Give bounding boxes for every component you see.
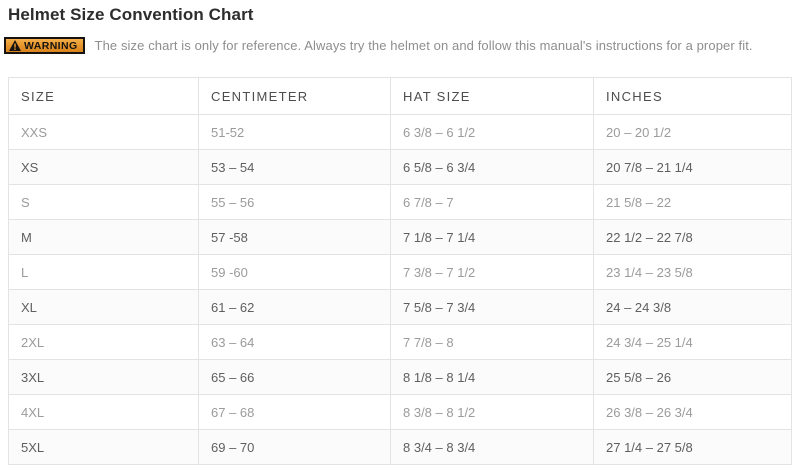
table-cell: 57 -58: [198, 219, 391, 255]
table-cell: 21 5/8 – 22: [593, 184, 792, 220]
table-cell: 65 – 66: [198, 359, 391, 395]
table-cell: 4XL: [8, 394, 199, 430]
table-cell: M: [8, 219, 199, 255]
table-cell: XS: [8, 149, 199, 185]
table-cell: 8 3/4 – 8 3/4: [390, 429, 594, 465]
table-cell: L: [8, 254, 199, 290]
page-title: Helmet Size Convention Chart: [8, 5, 254, 24]
table-cell: 25 5/8 – 26: [593, 359, 792, 395]
table-cell: 7 7/8 – 8: [390, 324, 594, 360]
warning-badge-label: WARNING: [24, 39, 78, 52]
table-cell: 6 3/8 – 6 1/2: [390, 114, 594, 150]
table-row: M 57 -58 7 1/8 – 7 1/4 22 1/2 – 22 7/8: [8, 219, 792, 255]
table-cell: 63 – 64: [198, 324, 391, 360]
table-cell: 69 – 70: [198, 429, 391, 465]
table-cell: 26 3/8 – 26 3/4: [593, 394, 792, 430]
table-cell: 24 3/4 – 25 1/4: [593, 324, 792, 360]
table-cell: 20 – 20 1/2: [593, 114, 792, 150]
table-cell: 67 – 68: [198, 394, 391, 430]
table-row: 4XL 67 – 68 8 3/8 – 8 1/2 26 3/8 – 26 3/4: [8, 394, 792, 430]
table-row: S 55 – 56 6 7/8 – 7 21 5/8 – 22: [8, 184, 792, 220]
table-row: XXS 51-52 6 3/8 – 6 1/2 20 – 20 1/2: [8, 114, 792, 150]
table-cell: 23 1/4 – 23 5/8: [593, 254, 792, 290]
table-row: 5XL 69 – 70 8 3/4 – 8 3/4 27 1/4 – 27 5/8: [8, 429, 792, 465]
table-row: XS 53 – 54 6 5/8 – 6 3/4 20 7/8 – 21 1/4: [8, 149, 792, 185]
table-cell: 27 1/4 – 27 5/8: [593, 429, 792, 465]
size-table-body: XXS 51-52 6 3/8 – 6 1/2 20 – 20 1/2 XS 53 – 5…: [8, 114, 792, 465]
table-cell: S: [8, 184, 199, 220]
warning-text: The size chart is only for reference. Al…: [94, 38, 753, 53]
table-cell: 55 – 56: [198, 184, 391, 220]
size-table-header: SIZE CENTIMETER HAT SIZE INCHES: [8, 77, 792, 115]
column-header-size: SIZE: [8, 77, 199, 115]
table-cell: 7 3/8 – 7 1/2: [390, 254, 594, 290]
table-cell: 8 3/8 – 8 1/2: [390, 394, 594, 430]
table-row: 3XL 65 – 66 8 1/8 – 8 1/4 25 5/8 – 26: [8, 359, 792, 395]
column-header-inches: INCHES: [593, 77, 792, 115]
table-cell: 2XL: [8, 324, 199, 360]
column-header-centimeter: CENTIMETER: [198, 77, 391, 115]
warning-badge: WARNING: [4, 37, 85, 54]
table-cell: 5XL: [8, 429, 199, 465]
warning-note: WARNING The size chart is only for refer…: [4, 37, 792, 54]
table-row: L 59 -60 7 3/8 – 7 1/2 23 1/4 – 23 5/8: [8, 254, 792, 290]
table-cell: 53 – 54: [198, 149, 391, 185]
table-cell: 6 7/8 – 7: [390, 184, 594, 220]
table-cell: 8 1/8 – 8 1/4: [390, 359, 594, 395]
table-cell: 24 – 24 3/8: [593, 289, 792, 325]
table-cell: XXS: [8, 114, 199, 150]
table-cell: 3XL: [8, 359, 199, 395]
warning-triangle-icon: [9, 40, 21, 51]
header-row: SIZE CENTIMETER HAT SIZE INCHES: [8, 77, 792, 115]
table-cell: 61 – 62: [198, 289, 391, 325]
size-table: SIZE CENTIMETER HAT SIZE INCHES XXS 51-52…: [8, 77, 792, 465]
table-cell: 7 5/8 – 7 3/4: [390, 289, 594, 325]
table-cell: 59 -60: [198, 254, 391, 290]
table-row: 2XL 63 – 64 7 7/8 – 8 24 3/4 – 25 1/4: [8, 324, 792, 360]
table-cell: 7 1/8 – 7 1/4: [390, 219, 594, 255]
column-header-hat-size: HAT SIZE: [390, 77, 594, 115]
table-row: XL 61 – 62 7 5/8 – 7 3/4 24 – 24 3/8: [8, 289, 792, 325]
table-cell: 6 5/8 – 6 3/4: [390, 149, 594, 185]
table-cell: 20 7/8 – 21 1/4: [593, 149, 792, 185]
table-cell: XL: [8, 289, 199, 325]
table-cell: 51-52: [198, 114, 391, 150]
table-cell: 22 1/2 – 22 7/8: [593, 219, 792, 255]
